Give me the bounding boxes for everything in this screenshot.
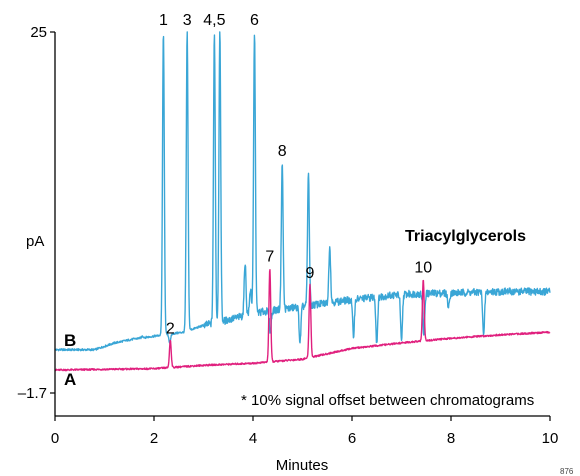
peak-label-7: 7 — [265, 249, 274, 266]
peak-label-10: 10 — [414, 259, 432, 276]
y-tick-label: 25 — [30, 24, 47, 41]
peak-label-1: 1 — [159, 12, 168, 29]
x-tick-label: 0 — [51, 430, 59, 447]
x-tick-label: 10 — [542, 430, 559, 447]
series-label-b: B — [64, 331, 76, 350]
ticks: 0 2 4 6 8 10 25 –1.7 — [18, 24, 559, 447]
peak-label-9: 9 — [305, 265, 314, 282]
triacylglycerols-annotation: Triacylglycerols — [405, 228, 526, 245]
series-b-line — [54, 31, 551, 352]
y-tick-label: –1.7 — [18, 385, 47, 402]
peak-label-4-5: 4,5 — [203, 12, 225, 29]
footnote: * 10% signal offset between chromatogram… — [241, 392, 534, 409]
peak-label-8: 8 — [278, 143, 287, 160]
series-label-a: A — [64, 370, 76, 389]
x-tick-label: 6 — [348, 430, 356, 447]
peak-labels: 1 3 4,5 6 8 2 7 9 10 — [159, 12, 432, 337]
x-tick-label: 8 — [447, 430, 455, 447]
peak-label-2: 2 — [166, 320, 175, 337]
x-axis-title: Minutes — [276, 457, 329, 474]
series-a-line — [54, 269, 551, 372]
peak-label-3: 3 — [183, 12, 192, 29]
x-tick-label: 4 — [249, 430, 257, 447]
plot-area — [54, 31, 551, 372]
peak-label-6: 6 — [250, 12, 259, 29]
figure-code: 876 — [560, 467, 574, 476]
y-axis-title: pA — [26, 233, 44, 250]
x-tick-label: 2 — [150, 430, 158, 447]
axes — [54, 32, 550, 417]
